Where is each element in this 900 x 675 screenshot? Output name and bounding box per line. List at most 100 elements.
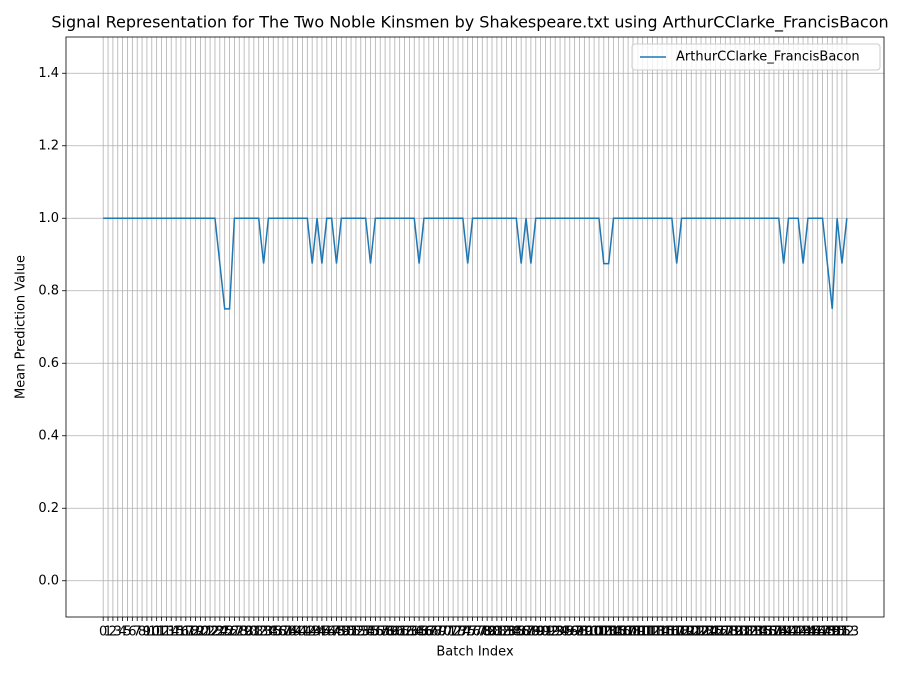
plot-frame (65, 36, 885, 618)
x-tick-label: 21 (197, 625, 214, 640)
x-tick-label: 108 (616, 625, 641, 640)
x-tick-label: 147 (805, 625, 830, 640)
x-tick-label: 111 (630, 625, 655, 640)
x-tick-label: 49 (333, 625, 350, 640)
x-tick-label: 146 (800, 625, 825, 640)
x-tick-label: 90 (532, 625, 549, 640)
x-tick-label: 66 (416, 625, 433, 640)
x-tick-label: 24 (212, 625, 229, 640)
x-tick-label: 7 (133, 625, 141, 640)
x-tick-label: 141 (776, 625, 801, 640)
x-tick-label: 0 (99, 625, 107, 640)
x-tick-label: 60 (387, 625, 404, 640)
x-tick-label: 81 (489, 625, 506, 640)
x-tick-label: 70 (435, 625, 452, 640)
x-tick-label: 55 (362, 625, 379, 640)
x-tick-label: 34 (260, 625, 277, 640)
x-tick-label: 44 (309, 625, 326, 640)
y-tick-label: 1.0 (38, 211, 59, 226)
x-tick-label: 52 (348, 625, 365, 640)
y-tick-label: 0.4 (38, 428, 59, 443)
x-tick-label: 23 (207, 625, 224, 640)
x-tick-label: 106 (606, 625, 631, 640)
x-tick-label: 67 (421, 625, 438, 640)
x-tick-label: 130 (723, 625, 748, 640)
chart-title: Signal Representation for The Two Noble … (51, 13, 888, 33)
x-tick-label: 113 (640, 625, 665, 640)
x-tick-label: 79 (479, 625, 496, 640)
x-tick-label: 12 (153, 625, 170, 640)
x-tick-label: 120 (674, 625, 699, 640)
x-tick-label: 124 (693, 625, 718, 640)
x-tick-label: 56 (367, 625, 384, 640)
x-tick-label: 151 (825, 625, 850, 640)
x-tick-label: 99 (576, 625, 593, 640)
x-tick-label: 77 (469, 625, 486, 640)
x-tick-label: 134 (742, 625, 767, 640)
x-tick-label: 8 (138, 625, 146, 640)
x-tick-label: 53 (353, 625, 370, 640)
x-tick-label: 16 (173, 625, 190, 640)
x-tick-label: 109 (621, 625, 646, 640)
x-tick-label: 97 (566, 625, 583, 640)
x-tick-label: 9 (143, 625, 151, 640)
y-tick-label: 0.2 (38, 501, 59, 516)
x-tick-label: 13 (158, 625, 175, 640)
x-tick-label: 30 (241, 625, 258, 640)
x-tick-label: 18 (182, 625, 199, 640)
x-tick-label: 95 (557, 625, 574, 640)
x-tick-label: 29 (236, 625, 253, 640)
x-tick-label: 38 (280, 625, 297, 640)
x-tick-label: 50 (338, 625, 355, 640)
legend-box (631, 43, 881, 71)
x-tick-label: 96 (562, 625, 579, 640)
x-tick-label: 48 (328, 625, 345, 640)
x-tick-label: 40 (289, 625, 306, 640)
x-tick-label: 104 (596, 625, 621, 640)
x-tick-label: 43 (304, 625, 321, 640)
legend-label: ArthurCClarke_FrancisBacon (676, 50, 860, 65)
x-tick-label: 93 (547, 625, 564, 640)
x-tick-label: 6 (128, 625, 136, 640)
x-tick-label: 94 (552, 625, 569, 640)
x-tick-label: 132 (732, 625, 757, 640)
x-tick-label: 115 (650, 625, 675, 640)
x-tick-label: 5 (123, 625, 131, 640)
x-tick-label: 152 (830, 625, 855, 640)
x-tick-label: 84 (503, 625, 520, 640)
x-tick-label: 73 (450, 625, 467, 640)
x-tick-label: 129 (718, 625, 743, 640)
x-tick-label: 153 (834, 625, 859, 640)
x-tick-label: 14 (163, 625, 180, 640)
x-tick-label: 138 (761, 625, 786, 640)
x-tick-label: 89 (527, 625, 544, 640)
x-tick-label: 69 (430, 625, 447, 640)
x-tick-label: 74 (455, 625, 472, 640)
x-tick-label: 86 (513, 625, 530, 640)
y-tick-label: 1.4 (38, 66, 59, 81)
x-tick-label: 15 (168, 625, 185, 640)
x-tick-label: 135 (747, 625, 772, 640)
x-tick-label: 150 (820, 625, 845, 640)
x-tick-label: 17 (178, 625, 195, 640)
x-tick-label: 22 (202, 625, 219, 640)
x-tick-label: 75 (459, 625, 476, 640)
x-tick-label: 91 (537, 625, 554, 640)
x-tick-label: 41 (294, 625, 311, 640)
x-tick-label: 68 (425, 625, 442, 640)
x-tick-label: 58 (377, 625, 394, 640)
x-tick-label: 36 (270, 625, 287, 640)
x-tick-label: 114 (645, 625, 670, 640)
x-tick-label: 20 (192, 625, 209, 640)
x-tick-label: 118 (664, 625, 689, 640)
x-axis-label: Batch Index (436, 645, 514, 660)
x-tick-label: 82 (493, 625, 510, 640)
x-tick-label: 87 (518, 625, 535, 640)
x-tick-label: 100 (577, 625, 602, 640)
x-tick-label: 136 (752, 625, 777, 640)
x-tick-label: 98 (571, 625, 588, 640)
x-tick-label: 35 (265, 625, 282, 640)
x-tick-label: 39 (284, 625, 301, 640)
x-tick-label: 42 (299, 625, 316, 640)
